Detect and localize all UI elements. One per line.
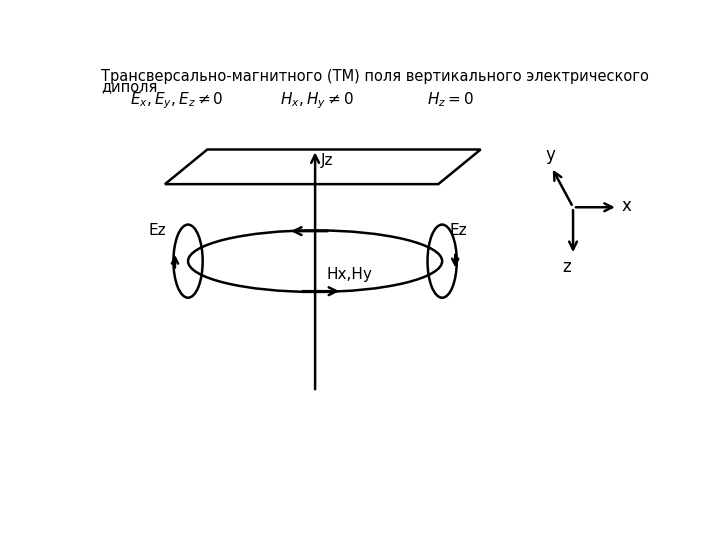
Text: Ez: Ez [450, 222, 467, 238]
Text: z: z [562, 258, 571, 276]
Text: y: y [545, 146, 555, 164]
Text: диполя: диполя [101, 79, 158, 94]
Text: Трансверсально-магнитного (ТМ) поля вертикального электрического: Трансверсально-магнитного (ТМ) поля верт… [101, 69, 649, 84]
Text: $E_x, E_y, E_z \neq 0$: $E_x, E_y, E_z \neq 0$ [130, 90, 224, 111]
Polygon shape [165, 150, 481, 184]
Text: Jz: Jz [321, 153, 334, 168]
Text: $H_z = 0$: $H_z = 0$ [427, 90, 474, 109]
Text: Ez: Ez [148, 222, 166, 238]
Text: $H_x, H_y \neq 0$: $H_x, H_y \neq 0$ [281, 90, 354, 111]
Text: Hx,Hy: Hx,Hy [327, 267, 372, 282]
Text: x: x [621, 197, 631, 215]
